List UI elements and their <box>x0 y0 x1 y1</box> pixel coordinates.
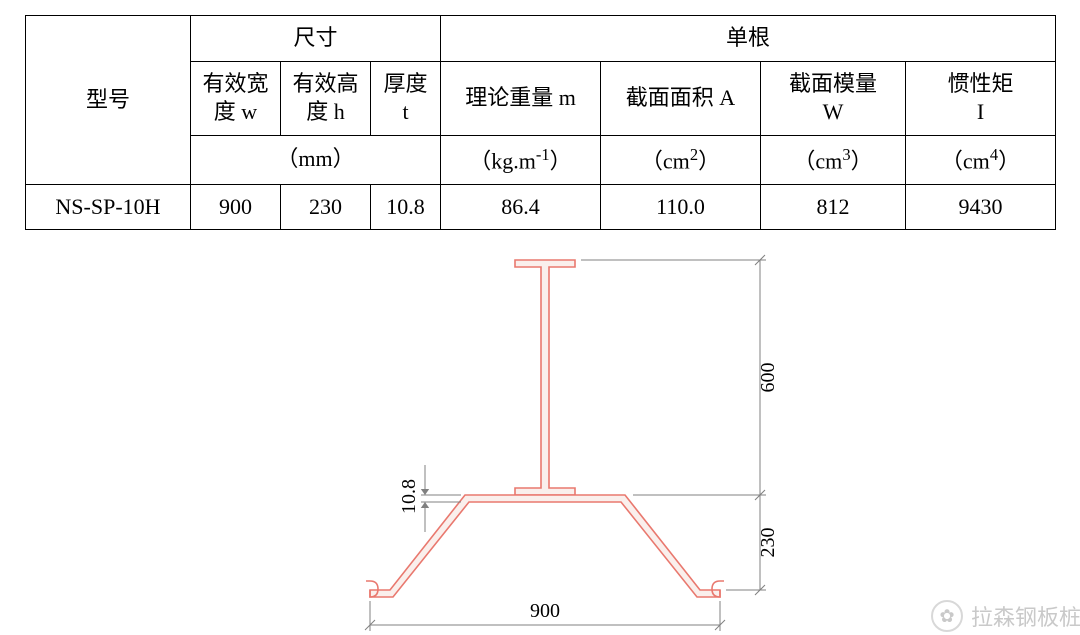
cell-area: 110.0 <box>601 184 761 230</box>
unit-kgm: （kg.m-1） <box>441 135 601 184</box>
i-beam <box>515 260 575 495</box>
cell-t: 10.8 <box>371 184 441 230</box>
hdr-area: 截面面积 A <box>601 61 761 135</box>
hdr-moment: 惯性矩I <box>906 61 1056 135</box>
svg-text:900: 900 <box>530 600 560 622</box>
cell-w: 900 <box>191 184 281 230</box>
hdr-thick: 厚度t <box>371 61 441 135</box>
watermark: ✿ 拉森钢板桩 <box>931 600 1080 632</box>
cell-mod: 812 <box>761 184 906 230</box>
cell-model: NS-SP-10H <box>26 184 191 230</box>
unit-cm3: （cm3） <box>761 135 906 184</box>
watermark-text: 拉森钢板桩 <box>971 600 1080 632</box>
hdr-dims: 尺寸 <box>191 16 441 62</box>
hdr-mass: 理论重量 m <box>441 61 601 135</box>
hdr-eff-h: 有效高度 h <box>281 61 371 135</box>
cross-section-diagram: 900 230 600 10.8 <box>25 230 1080 635</box>
cell-mass: 86.4 <box>441 184 601 230</box>
svg-text:10.8: 10.8 <box>398 479 420 514</box>
hdr-model: 型号 <box>26 16 191 185</box>
table-row: NS-SP-10H 900 230 10.8 86.4 110.0 812 94… <box>26 184 1056 230</box>
svg-text:600: 600 <box>757 363 779 393</box>
spec-table: 型号 尺寸 单根 有效宽度 w 有效高度 h 厚度t 理论重量 m 截面面积 A… <box>25 15 1056 230</box>
hdr-eff-w: 有效宽度 w <box>191 61 281 135</box>
hdr-single: 单根 <box>441 16 1056 62</box>
cell-inertia: 9430 <box>906 184 1056 230</box>
unit-mm: （mm） <box>191 135 441 184</box>
svg-text:230: 230 <box>757 528 779 558</box>
unit-cm2: （cm2） <box>601 135 761 184</box>
sheet-pile <box>370 495 720 597</box>
wechat-icon: ✿ <box>931 600 963 632</box>
cell-h: 230 <box>281 184 371 230</box>
hdr-mod: 截面模量W <box>761 61 906 135</box>
unit-cm4: （cm4） <box>906 135 1056 184</box>
